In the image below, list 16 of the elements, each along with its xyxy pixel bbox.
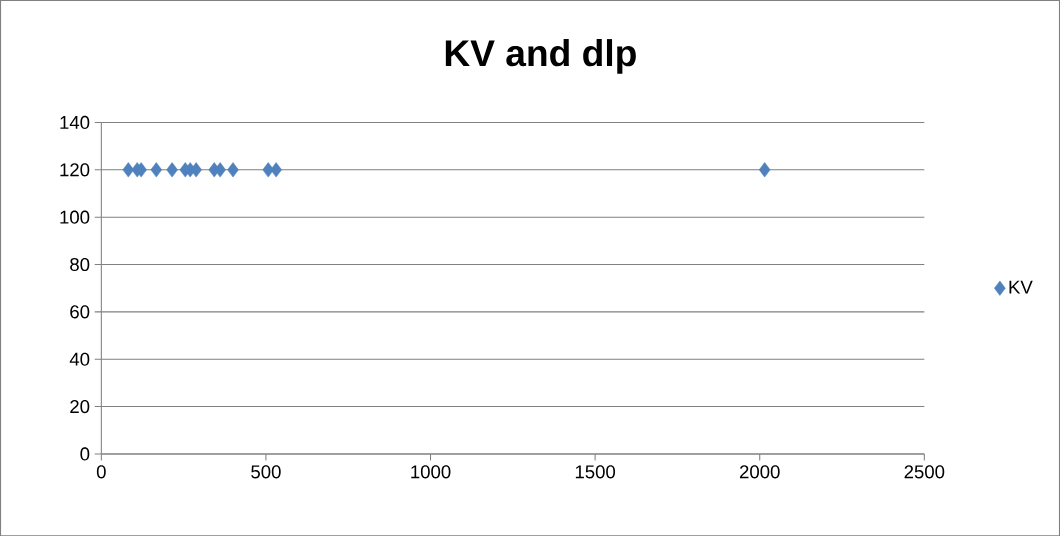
y-tick-label: 60: [70, 305, 90, 319]
legend-label: KV: [1009, 280, 1033, 294]
x-tick-label: 2000: [740, 465, 780, 479]
y-tick-label: 40: [69, 352, 90, 366]
y-tick-label: 20: [70, 399, 90, 413]
x-tick-label: 0: [96, 465, 106, 479]
y-tick-label: 120: [60, 163, 90, 177]
y-tick-label: 80: [70, 257, 90, 271]
y-tick-label: 0: [80, 447, 90, 461]
y-tick-label: 140: [60, 115, 90, 129]
y-tick-label: 100: [60, 210, 90, 224]
x-tick-label: 2500: [904, 465, 945, 479]
x-tick-label: 1500: [575, 465, 616, 479]
chart-title: KV and dlp: [445, 38, 636, 74]
x-tick-label: 1000: [411, 465, 451, 479]
x-tick-label: 500: [251, 465, 281, 479]
